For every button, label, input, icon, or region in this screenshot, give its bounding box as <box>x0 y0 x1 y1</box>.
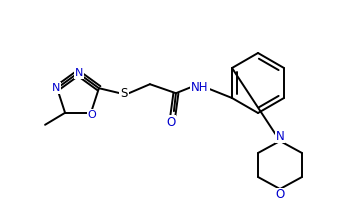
Text: N: N <box>75 68 83 78</box>
Text: N: N <box>52 83 60 93</box>
Text: O: O <box>88 110 96 120</box>
Text: O: O <box>275 189 285 201</box>
Text: S: S <box>120 87 127 100</box>
Text: NH: NH <box>191 81 209 94</box>
Text: N: N <box>276 130 284 142</box>
Text: O: O <box>166 116 175 129</box>
